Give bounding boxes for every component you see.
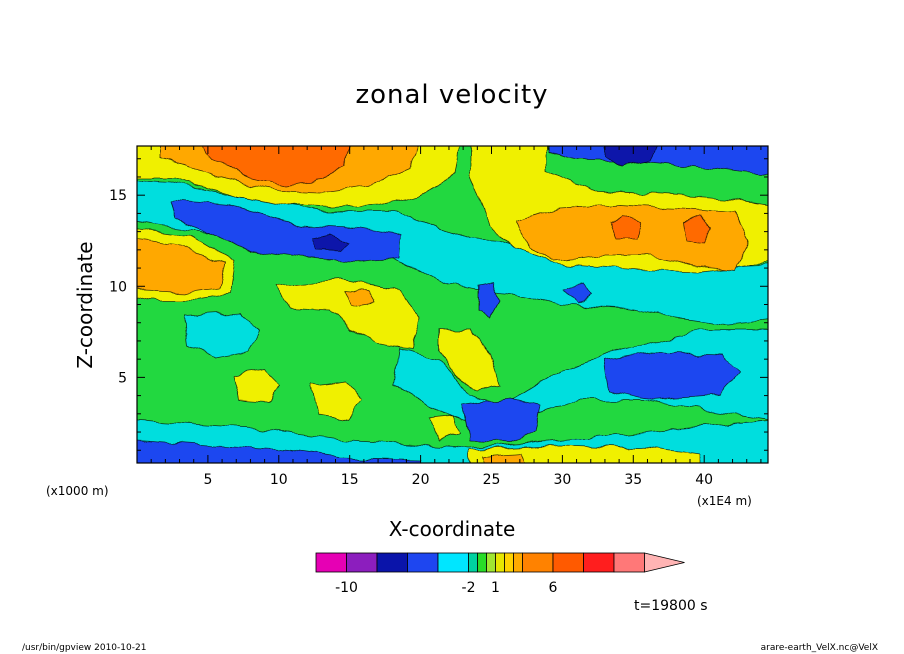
chart-title: zonal velocity [355, 80, 548, 110]
colorbar-label: 6 [549, 580, 558, 596]
footer-left: /usr/bin/gpview 2010-10-21 [22, 643, 146, 653]
colorbar-segment [468, 552, 478, 573]
x-tick-label: 40 [695, 472, 713, 488]
colorbar-segment [315, 552, 347, 573]
x-unit-label: (x1E4 m) [697, 494, 752, 508]
contour-bottom-yellow [469, 444, 701, 463]
colorbar-segment [583, 552, 615, 573]
contour-lower-yellow-b [311, 379, 363, 421]
contour-mid-orange [342, 289, 377, 307]
contour-upper-darkblue [312, 233, 349, 251]
contour-top-right-blue [546, 146, 768, 175]
x-axis-title: X-coordinate [389, 517, 516, 541]
x-tick-label: 20 [412, 472, 430, 488]
colorbar-segment [346, 552, 378, 573]
colorbar-segment [504, 552, 514, 573]
x-axis: 5 10 15 20 25 30 35 40 [150, 146, 762, 488]
colorbar-segment [552, 552, 584, 573]
colorbar-segment [407, 552, 439, 573]
x-tick-label: 10 [270, 472, 288, 488]
contour-top-right-6b [684, 214, 713, 243]
contour-center-yellow [439, 329, 501, 393]
contour-mid-blue-small [477, 281, 501, 319]
colorbar-overflow-arrow [644, 552, 685, 573]
colorbar-label: -2 [462, 580, 476, 596]
contour-mid-yellow [274, 279, 421, 351]
contour-left-orange [137, 238, 226, 293]
colorbar [315, 552, 685, 573]
colorbar-segment [522, 552, 554, 573]
y-unit-label: (x1000 m) [46, 484, 109, 498]
contour-mid-blue-right [565, 283, 593, 305]
colorbar-segment [495, 552, 505, 573]
colorbar-segment [437, 552, 469, 573]
contour-top-right-darkblue [604, 146, 658, 166]
contour-field [137, 146, 768, 463]
x-tick-label: 35 [624, 472, 642, 488]
contour-top-left-6 [202, 146, 350, 186]
colorbar-labels: -10 -2 1 6 [335, 580, 557, 596]
x-tick-label: 5 [203, 472, 212, 488]
colorbar-segment [376, 552, 408, 573]
x-tick-label: 25 [483, 472, 501, 488]
x-tick-label: 30 [553, 472, 571, 488]
footer-right: arare-earth_VelX.nc@VelX [761, 643, 878, 653]
y-axis: 5 10 15 [109, 158, 768, 451]
contour-right-blue [604, 351, 741, 401]
x-tick-label: 15 [341, 472, 359, 488]
contour-mid-left-cyan [184, 311, 261, 359]
contour-center-blue [461, 397, 541, 443]
y-tick-label: 10 [109, 279, 127, 295]
colorbar-label: -10 [335, 580, 358, 596]
colorbar-segment [513, 552, 523, 573]
colorbar-segment [477, 552, 487, 573]
y-axis-title: Z-coordinate [73, 241, 97, 368]
y-tick-label: 5 [118, 370, 127, 386]
colorbar-segment [486, 552, 496, 573]
contour-lower-yellow-c [431, 414, 459, 441]
colorbar-segment [613, 552, 645, 573]
y-tick-label: 15 [109, 188, 127, 204]
contour-bottom-orange [481, 452, 524, 463]
colorbar-label: 1 [491, 580, 500, 596]
contour-top-right-6a [609, 214, 641, 239]
time-label: t=19800 s [634, 598, 708, 614]
contour-lower-yellow-a [231, 369, 281, 403]
